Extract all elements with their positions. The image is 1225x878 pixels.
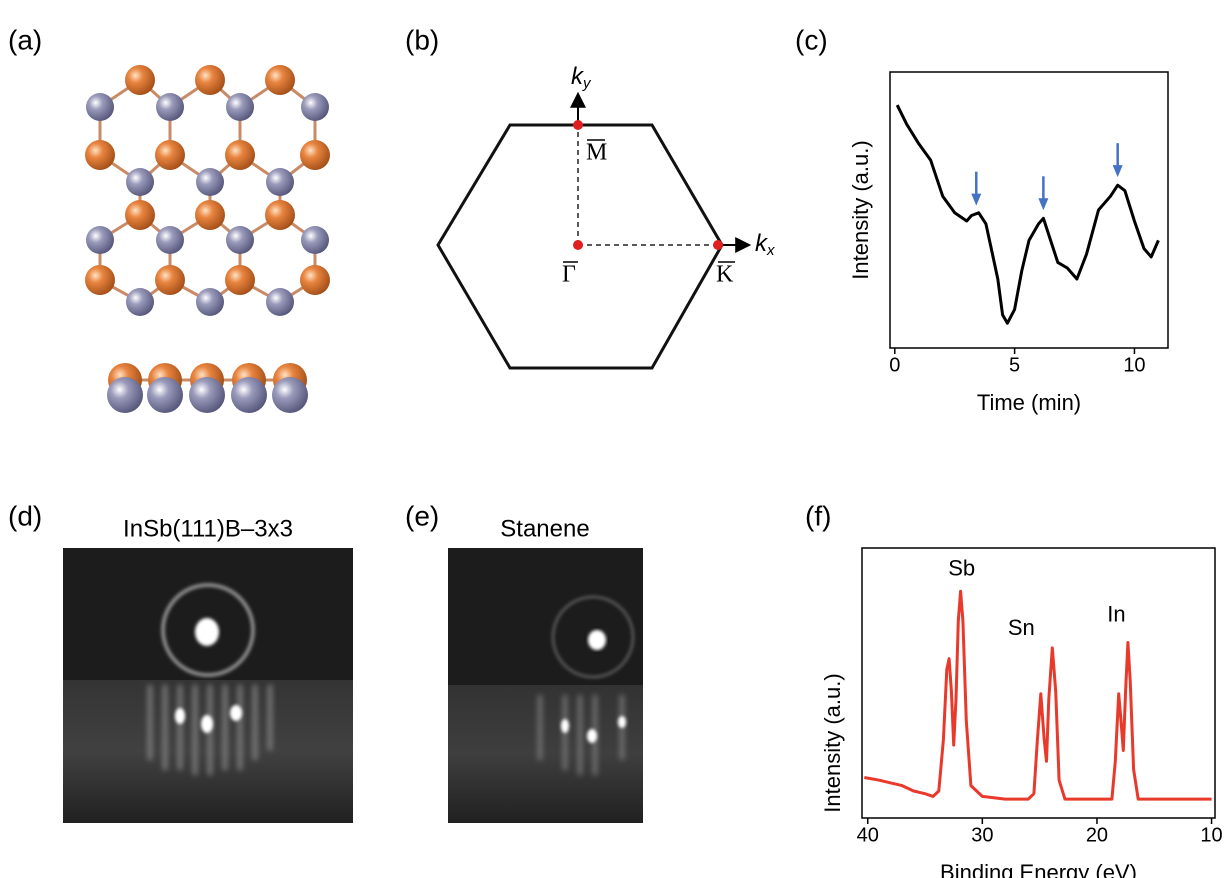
y-axis-label: Intensity (a.u.) (848, 140, 873, 279)
image-title: Stanene (500, 515, 589, 542)
atom (265, 65, 295, 95)
image-lower (448, 685, 643, 823)
ring (551, 595, 635, 679)
atom (155, 140, 185, 170)
x-tick-label: 5 (1009, 354, 1020, 376)
panel-label: (a) (8, 24, 42, 55)
point-label: Γ (562, 262, 576, 288)
spot (588, 630, 606, 650)
spots (175, 705, 242, 733)
spots (561, 716, 626, 743)
atom (300, 140, 330, 170)
panel-label: (e) (405, 500, 439, 531)
x-tick-label: 10 (1123, 354, 1145, 376)
panel-label: (b) (405, 24, 439, 55)
x-tick-label: 0 (889, 354, 900, 376)
atom (196, 168, 224, 196)
x-axis-label: Time (min) (977, 390, 1081, 415)
rheed-image: InSb(111)B–3x3 (63, 515, 353, 823)
atom (301, 93, 329, 121)
plot-frame (861, 547, 1216, 819)
plot-frame (889, 71, 1169, 349)
atom (125, 200, 155, 230)
atom (196, 288, 224, 316)
lattice-diagram (85, 65, 330, 413)
hexagon (436, 123, 724, 370)
point-label: K (716, 262, 734, 288)
point-label: M (586, 140, 607, 166)
x-tick-label: 10 (1200, 824, 1222, 846)
k: k (571, 63, 585, 90)
atom (226, 226, 254, 254)
atom (85, 265, 115, 295)
arrow-head (1038, 198, 1049, 211)
atom (86, 226, 114, 254)
arrow-head (1112, 165, 1123, 178)
atom (85, 140, 115, 170)
atom (300, 265, 330, 295)
kx-label: kx (755, 230, 775, 259)
rheed-image: Stanene (448, 515, 643, 823)
brillouin-zone: ky kx M Γ K (436, 63, 775, 370)
atom (195, 200, 225, 230)
atom (126, 168, 154, 196)
panel-label: (d) (8, 500, 42, 531)
data-line (864, 589, 1212, 801)
atom (107, 377, 143, 413)
k: k (755, 230, 769, 257)
point (573, 120, 583, 130)
arrow-head (971, 193, 982, 206)
ky-label: ky (571, 63, 592, 92)
point (573, 240, 583, 250)
atom (301, 226, 329, 254)
x-tick-label: 40 (857, 824, 879, 846)
atom (272, 377, 308, 413)
atom (147, 377, 183, 413)
atom (266, 288, 294, 316)
atom (226, 93, 254, 121)
x-tick-label: 30 (971, 824, 993, 846)
atom (126, 288, 154, 316)
x-tick-label: 20 (1086, 824, 1108, 846)
atom (195, 65, 225, 95)
atom (225, 265, 255, 295)
subscript: y (582, 75, 592, 92)
atom (225, 140, 255, 170)
atom (189, 377, 225, 413)
peak-label: Sn (1008, 615, 1035, 640)
atom (156, 226, 184, 254)
panel-label: (c) (795, 24, 828, 55)
image-title: InSb(111)B–3x3 (123, 515, 293, 542)
atom (265, 200, 295, 230)
peak-label: Sb (948, 555, 975, 580)
panel-label: (f) (805, 500, 831, 531)
atom (231, 377, 267, 413)
atom (155, 265, 185, 295)
atom (156, 93, 184, 121)
data-line (895, 104, 1160, 325)
spot (195, 618, 219, 646)
subscript: x (766, 242, 775, 259)
peak-label: In (1107, 601, 1125, 626)
atom (125, 65, 155, 95)
ring (161, 583, 255, 677)
x-axis-label: Binding Energy (eV) (940, 860, 1137, 878)
atom (86, 93, 114, 121)
point (713, 240, 723, 250)
y-axis-label: Intensity (a.u.) (820, 673, 845, 812)
atom (266, 168, 294, 196)
